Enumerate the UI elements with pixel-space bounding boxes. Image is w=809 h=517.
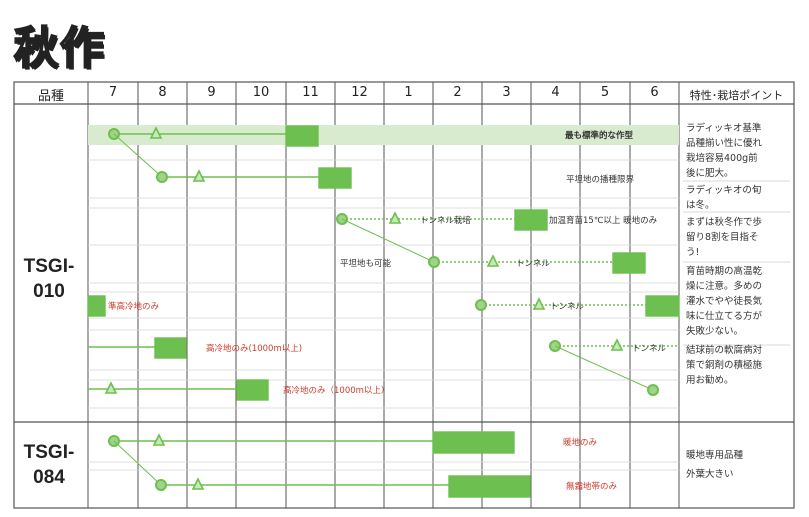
- table-frame: [13, 81, 795, 509]
- header-month: 2: [453, 85, 462, 100]
- harvest-bar: [612, 252, 646, 274]
- header-month: 10: [252, 85, 270, 100]
- schedule-label: 高冷地のみ（1000m以上）: [283, 386, 390, 396]
- harvest-bar: [514, 209, 548, 231]
- schedule-label: 加温育苗15℃以上 暖地のみ: [549, 216, 658, 226]
- planting-marker: [152, 433, 166, 446]
- harvest-bar: [432, 431, 515, 454]
- variety-name: TSGI- 010: [23, 256, 75, 302]
- sowing-marker: [155, 479, 167, 491]
- schedule-label: 無霜地帯のみ: [566, 482, 618, 492]
- harvest-bar: [645, 295, 680, 317]
- header-month: 7: [108, 85, 118, 100]
- planting-marker: [104, 381, 118, 394]
- variety-notes: 暖地専用品種 外葉大きい: [686, 450, 744, 480]
- planting-marker: [532, 297, 546, 310]
- planting-marker: [149, 126, 163, 139]
- harvest-bar: [448, 475, 531, 498]
- sowing-marker: [428, 256, 440, 268]
- planting-marker: [192, 169, 206, 182]
- schedule-label: トンネル: [550, 302, 584, 312]
- header-month: 4: [551, 85, 560, 100]
- page-title: 秋作: [13, 22, 106, 75]
- planting-marker: [388, 211, 402, 224]
- schedule-label: トンネル: [632, 344, 666, 354]
- sowing-marker: [475, 299, 487, 311]
- month-gridlines: [87, 82, 680, 508]
- notes-dividers: [683, 180, 790, 346]
- standard-highlight: [88, 125, 679, 145]
- variety-name: TSGI- 084: [23, 442, 75, 488]
- harvest-bar: [285, 125, 319, 147]
- header-notes: 特性･栽培ポイント: [689, 89, 784, 102]
- header-month: 3: [502, 85, 511, 100]
- schedule-label: トンネル: [516, 259, 550, 269]
- row-gridlines: [88, 159, 679, 471]
- header-month: 12: [351, 85, 368, 100]
- header-month: 9: [207, 85, 216, 100]
- schedule-label: 準高冷地のみ: [108, 302, 160, 312]
- header-month: 1: [404, 85, 413, 100]
- schedule-label: 暖地のみ: [563, 438, 598, 448]
- harvest-bar: [236, 379, 269, 401]
- harvest-bar: [87, 295, 106, 317]
- schedule-label: 高冷地のみ(1000m以上): [206, 344, 303, 354]
- header-variety: 品種: [37, 89, 64, 104]
- header-month: 5: [600, 85, 610, 100]
- sowing-marker: [647, 384, 659, 396]
- planting-marker: [191, 477, 205, 490]
- schedule-label: 平坦地の播種限界: [566, 175, 635, 185]
- variety-notes: ラディッキオ基準 品種揃い性に優れ 栽培容易400g前 後に肥大。 ラディッキオ…: [686, 123, 763, 386]
- header-month: 6: [650, 85, 659, 100]
- schedule-label: トンネル栽培: [420, 216, 471, 226]
- schedule-label: 平坦地も可能: [340, 259, 392, 269]
- header-month: 11: [302, 85, 319, 100]
- schedule-label: 最も標準的な作型: [565, 131, 634, 141]
- harvest-bar: [318, 167, 352, 189]
- harvest-bar: [154, 337, 187, 359]
- planting-marker: [486, 254, 500, 267]
- sowing-marker: [156, 171, 168, 183]
- planting-marker: [610, 338, 624, 351]
- header-month: 8: [158, 85, 167, 100]
